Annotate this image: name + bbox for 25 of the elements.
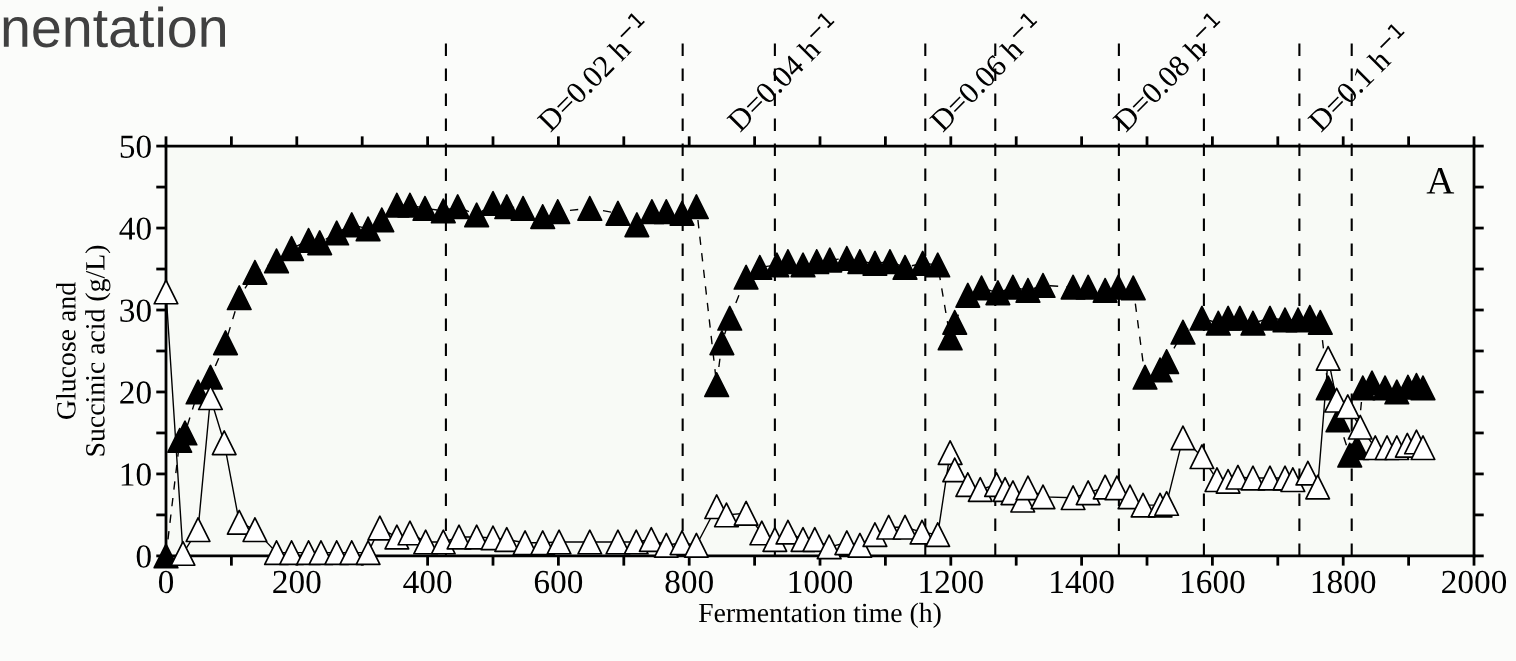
y-tick-label: 20 <box>120 381 151 404</box>
x-tick-label: 1400 <box>1051 570 1114 594</box>
x-tick-label: 400 <box>403 570 452 594</box>
y-tick-label: 30 <box>120 299 151 322</box>
text: D=0.06 h$^{−1}$ <box>924 10 1046 133</box>
x-tick-label: 600 <box>534 570 583 594</box>
annotation: A <box>1426 167 1455 194</box>
y-axis-title: Glucose and Succinic acid (g/L) <box>56 245 111 456</box>
text: D=0.1 h$^{−1}$ <box>1302 21 1414 133</box>
y-tick-label: 40 <box>119 217 151 240</box>
y-tick-label: 0 <box>136 545 151 568</box>
x-tick-label: 1000 <box>789 570 853 594</box>
x-tick-label: 200 <box>273 570 321 594</box>
y-tick-label: 50 <box>120 135 151 158</box>
x-tick-label: 1200 <box>920 570 983 594</box>
x-tick-label: 800 <box>665 570 713 594</box>
x-axis-title: Fermentation time (h) <box>698 602 941 628</box>
x-tick-label: 2000 <box>1442 570 1507 594</box>
text: D=0.02 h$^{−1}$ <box>531 10 654 133</box>
chart-title: nentation <box>3 6 225 48</box>
y-tick-label: 10 <box>121 463 151 486</box>
text: D=0.04 h$^{−1}$ <box>721 10 844 133</box>
x-tick-label: 1800 <box>1312 570 1376 594</box>
x-tick-label: 1600 <box>1182 570 1245 594</box>
x-tick-label: 0 <box>158 570 174 594</box>
